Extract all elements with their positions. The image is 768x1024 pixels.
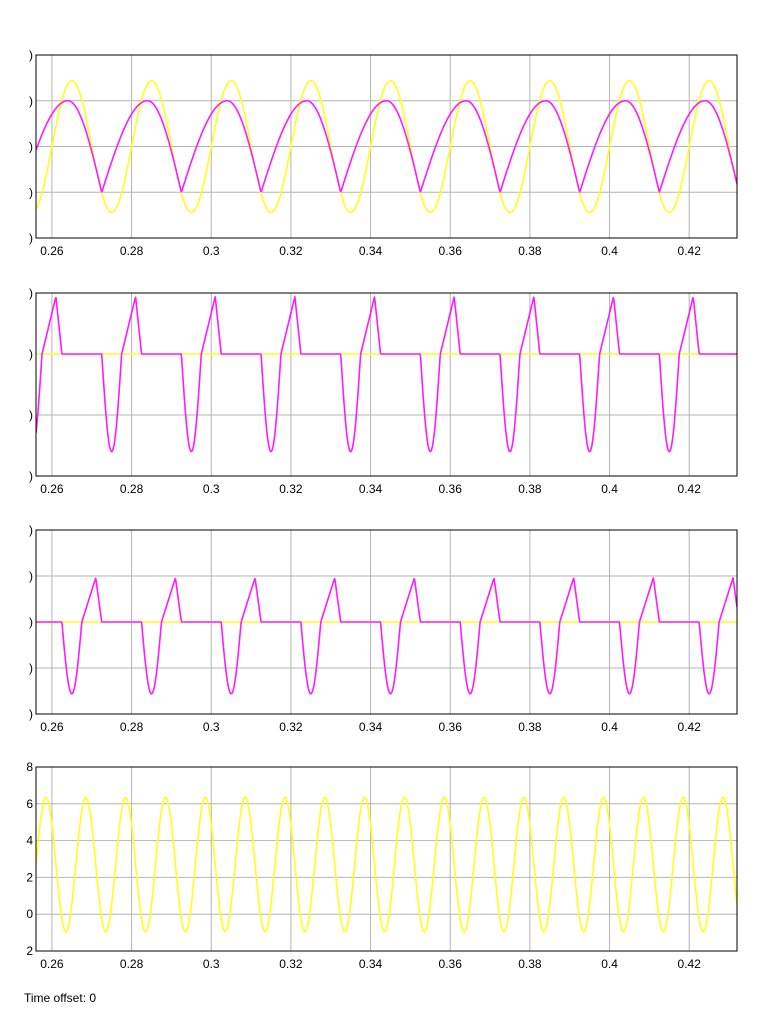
x-tick-label: 0.4 bbox=[601, 720, 618, 734]
axes-frame bbox=[35, 54, 738, 239]
y-tick-label: 0 bbox=[26, 907, 33, 921]
series-line-yellow bbox=[36, 79, 737, 214]
x-tick-label: 0.38 bbox=[518, 720, 542, 734]
x-tick-label: 0.32 bbox=[279, 244, 303, 258]
axes-frame bbox=[35, 292, 738, 477]
y-tick-label: 6 bbox=[26, 797, 33, 811]
series-line-magenta bbox=[36, 577, 737, 695]
y-tick-label: ) bbox=[29, 286, 33, 300]
y-tick-label: ) bbox=[29, 408, 33, 422]
y-tick-label: ) bbox=[29, 661, 33, 675]
x-tick-label: 0.36 bbox=[439, 957, 463, 971]
y-tick-label: 8 bbox=[26, 760, 33, 774]
x-tick-label: 0.3 bbox=[203, 244, 220, 258]
x-tick-label: 0.38 bbox=[518, 244, 542, 258]
scope-panel-3: 0.26 0.28 0.3 0.32 0.34 0.36 0.38 0.4 0.42))))) bbox=[29, 523, 738, 734]
y-tick-label: ) bbox=[29, 140, 33, 154]
x-tick-label: 0.28 bbox=[120, 720, 144, 734]
y-tick-label: 2 bbox=[26, 870, 33, 884]
x-tick-label: 0.26 bbox=[40, 244, 64, 258]
x-tick-label: 0.42 bbox=[678, 244, 702, 258]
y-tick-label: 4 bbox=[26, 834, 33, 848]
y-tick-label: ) bbox=[29, 48, 33, 62]
x-tick-label: 0.28 bbox=[120, 244, 144, 258]
x-tick-label: 0.36 bbox=[439, 244, 463, 258]
x-tick-label: 0.38 bbox=[518, 482, 542, 496]
x-tick-label: 0.38 bbox=[518, 957, 542, 971]
x-tick-label: 0.36 bbox=[439, 482, 463, 496]
x-tick-label: 0.3 bbox=[203, 720, 220, 734]
scope-panel-1: 0.26 0.28 0.3 0.32 0.34 0.36 0.38 0.4 0.42))))) bbox=[29, 48, 738, 258]
scope-panel-2: 0.26 0.28 0.3 0.32 0.34 0.36 0.38 0.4 0.42)))) bbox=[29, 286, 738, 496]
y-tick-label: ) bbox=[29, 94, 33, 108]
x-tick-label: 0.3 bbox=[203, 957, 220, 971]
series-line-magenta bbox=[36, 295, 737, 453]
x-tick-label: 0.4 bbox=[601, 957, 618, 971]
x-tick-label: 0.32 bbox=[279, 720, 303, 734]
x-tick-label: 0.4 bbox=[601, 482, 618, 496]
series-line-magenta bbox=[36, 99, 737, 193]
x-tick-label: 0.26 bbox=[40, 720, 64, 734]
x-tick-label: 0.34 bbox=[359, 957, 383, 971]
y-tick-label: ) bbox=[29, 707, 33, 721]
y-tick-label: ) bbox=[29, 347, 33, 361]
x-tick-label: 0.32 bbox=[279, 482, 303, 496]
y-tick-label: 2 bbox=[26, 944, 33, 958]
x-tick-label: 0.28 bbox=[120, 482, 144, 496]
series-line-yellow bbox=[36, 796, 737, 933]
x-tick-label: 0.32 bbox=[279, 957, 303, 971]
y-tick-label: ) bbox=[29, 185, 33, 199]
axes-frame bbox=[35, 766, 738, 952]
x-tick-label: 0.36 bbox=[439, 720, 463, 734]
y-tick-label: ) bbox=[29, 523, 33, 537]
y-tick-label: ) bbox=[29, 231, 33, 245]
x-tick-label: 0.42 bbox=[678, 482, 702, 496]
plot-area bbox=[36, 293, 737, 476]
y-tick-label: ) bbox=[29, 469, 33, 483]
scope-panel-4: 0.26 0.28 0.3 0.32 0.34 0.36 0.38 0.4 0.42 2 0 2 4 6 8 bbox=[26, 760, 738, 971]
x-tick-label: 0.34 bbox=[359, 244, 383, 258]
x-tick-label: 0.42 bbox=[678, 720, 702, 734]
axes-frame bbox=[35, 529, 738, 715]
x-tick-label: 0.4 bbox=[601, 244, 618, 258]
x-tick-label: 0.3 bbox=[203, 482, 220, 496]
x-tick-label: 0.42 bbox=[678, 957, 702, 971]
time-offset-label: Time offset: 0 bbox=[24, 991, 97, 1005]
x-tick-label: 0.26 bbox=[40, 957, 64, 971]
y-tick-label: ) bbox=[29, 569, 33, 583]
x-tick-label: 0.34 bbox=[359, 720, 383, 734]
x-tick-label: 0.28 bbox=[120, 957, 144, 971]
plot-area bbox=[36, 767, 737, 951]
x-tick-label: 0.26 bbox=[40, 482, 64, 496]
x-tick-label: 0.34 bbox=[359, 482, 383, 496]
y-tick-label: ) bbox=[29, 615, 33, 629]
